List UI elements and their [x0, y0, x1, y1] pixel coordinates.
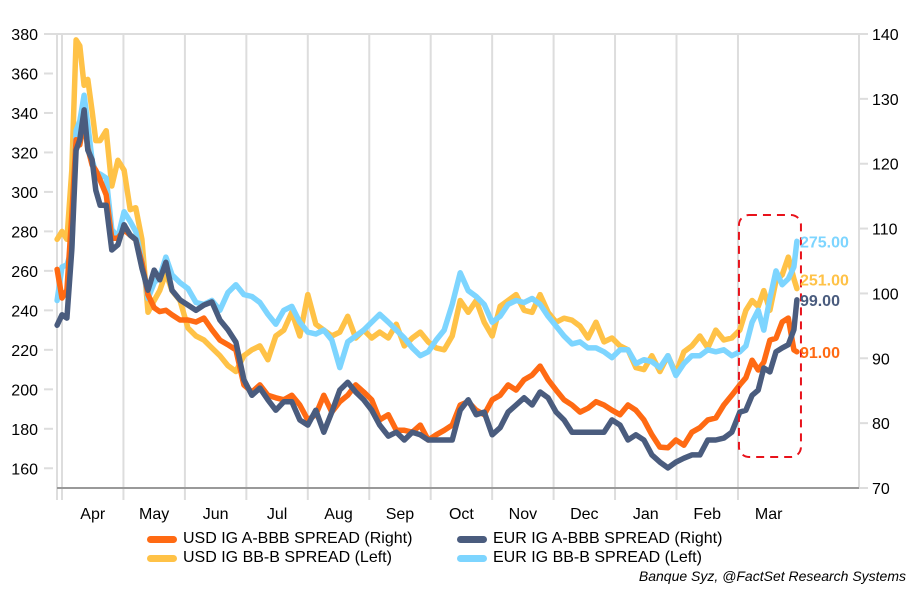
month-label: Jan: [633, 506, 659, 523]
left-tick-label: 360: [11, 66, 38, 83]
x-axis: Apr May Jun Jul Aug Sep Oct Nov Dec Jan Feb Mar: [80, 506, 783, 523]
legend-item-eur-a-bbb: EUR IG A-BBB SPREAD (Right): [457, 530, 722, 548]
month-label: Apr: [80, 506, 106, 523]
left-tick-label: 320: [11, 145, 38, 162]
legend-item-usd-a-bbb: USD IG A-BBB SPREAD (Right): [147, 530, 412, 548]
month-label: Jun: [203, 506, 229, 523]
month-label: May: [139, 506, 169, 523]
left-tick-label: 260: [11, 264, 38, 281]
right-tick-label: 70: [872, 481, 890, 498]
end-value-label: 251.00: [800, 273, 849, 290]
right-tick-label: 130: [872, 92, 899, 109]
left-tick-label: 220: [11, 343, 38, 360]
series-line-eur-ig-bb-b-spread-left: [54, 92, 800, 379]
end-value-label: 275.00: [800, 234, 849, 251]
month-label: Oct: [449, 506, 474, 523]
legend-swatch: [457, 535, 487, 543]
legend-label: EUR IG A-BBB SPREAD (Right): [493, 530, 723, 547]
series-line-usd-ig-bb-b-spread-left: [54, 37, 800, 377]
right-tick-label: 80: [872, 416, 890, 433]
legend-item-eur-bb-b: EUR IG BB-B SPREAD (Left): [457, 549, 702, 567]
month-label: Aug: [324, 506, 352, 523]
left-tick-label: 160: [11, 461, 38, 478]
end-value-label: 99.00: [800, 293, 840, 310]
legend-label: USD IG BB-B SPREAD (Left): [183, 549, 392, 566]
end-value-label: 91.00: [800, 345, 840, 362]
legend-swatch: [147, 535, 177, 543]
right-tick-label: 110: [872, 222, 898, 239]
source-note: Banque Syz, @FactSet Research Systems: [638, 568, 906, 584]
highlight-box: [737, 214, 802, 458]
series-lines: [54, 37, 800, 471]
month-label: Nov: [509, 506, 537, 523]
month-label: Jul: [267, 506, 287, 523]
legend-label: USD IG A-BBB SPREAD (Right): [183, 530, 413, 547]
legend-swatch: [457, 554, 487, 562]
right-axis: 70 80 90 100 110 120 130 140: [859, 27, 899, 498]
right-tick-label: 140: [872, 27, 899, 44]
month-label: Mar: [755, 506, 783, 523]
left-axis: 160 180 200 220 240 260 280 300 320 340 360 380: [11, 27, 53, 478]
left-tick-label: 200: [11, 382, 38, 399]
left-tick-label: 240: [11, 303, 38, 320]
left-tick-label: 380: [11, 27, 38, 44]
right-tick-label: 100: [872, 286, 899, 303]
left-tick-label: 280: [11, 224, 38, 241]
end-labels: 251.00 275.00 91.00 99.00: [800, 234, 849, 362]
legend-label: EUR IG BB-B SPREAD (Left): [493, 549, 702, 566]
month-label: Sep: [386, 506, 415, 523]
left-tick-label: 180: [11, 422, 38, 439]
left-tick-label: 340: [11, 106, 38, 123]
series-line-eur-ig-a-bbb-spread-right: [54, 107, 800, 471]
month-label: Feb: [693, 506, 721, 523]
month-label: Dec: [570, 506, 598, 523]
right-tick-label: 90: [872, 351, 890, 368]
right-tick-label: 120: [872, 157, 899, 174]
legend-swatch: [147, 554, 177, 562]
left-tick-label: 300: [11, 185, 38, 202]
legend-item-usd-bb-b: USD IG BB-B SPREAD (Left): [147, 549, 392, 567]
